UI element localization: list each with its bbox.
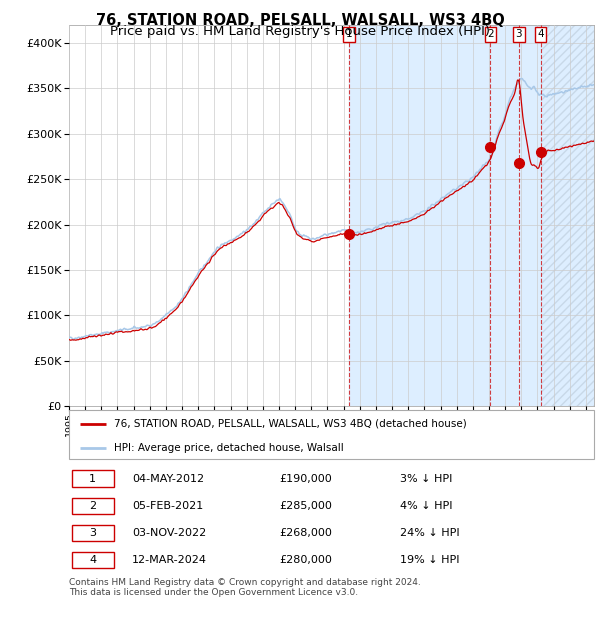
Text: 03-NOV-2022: 03-NOV-2022 — [132, 528, 206, 538]
Text: 24% ↓ HPI: 24% ↓ HPI — [400, 528, 460, 538]
Bar — [349, 25, 594, 406]
Bar — [71, 525, 113, 541]
Text: 05-FEB-2021: 05-FEB-2021 — [132, 501, 203, 511]
Text: 2: 2 — [487, 29, 494, 40]
Text: HPI: Average price, detached house, Walsall: HPI: Average price, detached house, Wals… — [113, 443, 343, 453]
Text: £285,000: £285,000 — [279, 501, 332, 511]
Text: 4% ↓ HPI: 4% ↓ HPI — [400, 501, 452, 511]
Text: 12-MAR-2024: 12-MAR-2024 — [132, 555, 207, 565]
Text: £280,000: £280,000 — [279, 555, 332, 565]
Text: 76, STATION ROAD, PELSALL, WALSALL, WS3 4BQ: 76, STATION ROAD, PELSALL, WALSALL, WS3 … — [95, 13, 505, 28]
Bar — [71, 497, 113, 514]
Text: 3% ↓ HPI: 3% ↓ HPI — [400, 474, 452, 484]
Text: 76, STATION ROAD, PELSALL, WALSALL, WS3 4BQ (detached house): 76, STATION ROAD, PELSALL, WALSALL, WS3 … — [113, 419, 466, 429]
Bar — [71, 552, 113, 568]
Text: 3: 3 — [515, 29, 522, 40]
Text: 1: 1 — [346, 29, 352, 40]
Text: 04-MAY-2012: 04-MAY-2012 — [132, 474, 204, 484]
Text: Price paid vs. HM Land Registry's House Price Index (HPI): Price paid vs. HM Land Registry's House … — [110, 25, 490, 38]
Text: £268,000: £268,000 — [279, 528, 332, 538]
Text: Contains HM Land Registry data © Crown copyright and database right 2024.
This d: Contains HM Land Registry data © Crown c… — [69, 578, 421, 597]
Text: 2: 2 — [89, 501, 96, 511]
Text: 4: 4 — [89, 555, 96, 565]
Text: £190,000: £190,000 — [279, 474, 332, 484]
Text: 4: 4 — [537, 29, 544, 40]
Text: 19% ↓ HPI: 19% ↓ HPI — [400, 555, 459, 565]
Bar — [71, 471, 113, 487]
Text: 3: 3 — [89, 528, 96, 538]
Text: 1: 1 — [89, 474, 96, 484]
